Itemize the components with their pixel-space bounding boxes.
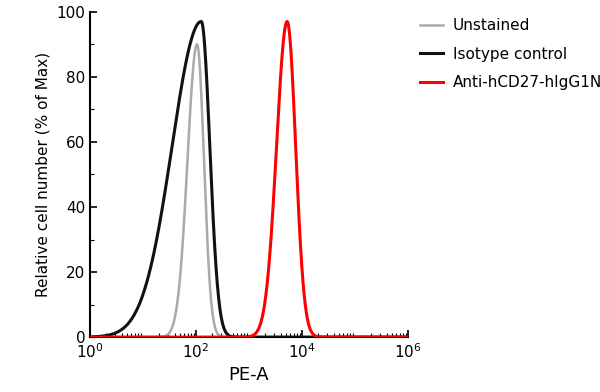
Isotype control bbox=[339, 335, 346, 339]
Isotype control bbox=[86, 334, 94, 339]
Anti-hCD27-hIgG1NQ bbox=[404, 335, 412, 339]
Anti-hCD27-hIgG1NQ bbox=[284, 19, 291, 24]
Y-axis label: Relative cell number (% of Max): Relative cell number (% of Max) bbox=[36, 52, 51, 297]
Unstained bbox=[103, 335, 110, 339]
Anti-hCD27-hIgG1NQ bbox=[322, 335, 329, 339]
Isotype control bbox=[275, 335, 282, 339]
Isotype control bbox=[322, 335, 329, 339]
Unstained bbox=[404, 335, 412, 339]
Unstained bbox=[86, 335, 94, 339]
Isotype control bbox=[197, 19, 205, 24]
X-axis label: PE-A: PE-A bbox=[229, 366, 269, 384]
Unstained bbox=[322, 335, 329, 339]
Line: Anti-hCD27-hIgG1NQ: Anti-hCD27-hIgG1NQ bbox=[90, 22, 408, 337]
Unstained bbox=[339, 335, 346, 339]
Legend: Unstained, Isotype control, Anti-hCD27-hIgG1NQ: Unstained, Isotype control, Anti-hCD27-h… bbox=[415, 12, 600, 96]
Isotype control bbox=[404, 335, 412, 339]
Unstained bbox=[289, 335, 296, 339]
Unstained bbox=[193, 42, 200, 47]
Unstained bbox=[275, 335, 282, 339]
Anti-hCD27-hIgG1NQ bbox=[202, 335, 209, 339]
Anti-hCD27-hIgG1NQ bbox=[103, 335, 110, 339]
Unstained bbox=[202, 188, 209, 193]
Isotype control bbox=[202, 51, 209, 55]
Anti-hCD27-hIgG1NQ bbox=[289, 68, 296, 73]
Anti-hCD27-hIgG1NQ bbox=[275, 115, 282, 120]
Isotype control bbox=[103, 333, 110, 338]
Anti-hCD27-hIgG1NQ bbox=[339, 335, 346, 339]
Line: Unstained: Unstained bbox=[90, 44, 408, 337]
Line: Isotype control: Isotype control bbox=[90, 22, 408, 337]
Anti-hCD27-hIgG1NQ bbox=[86, 335, 94, 339]
Isotype control bbox=[289, 335, 296, 339]
